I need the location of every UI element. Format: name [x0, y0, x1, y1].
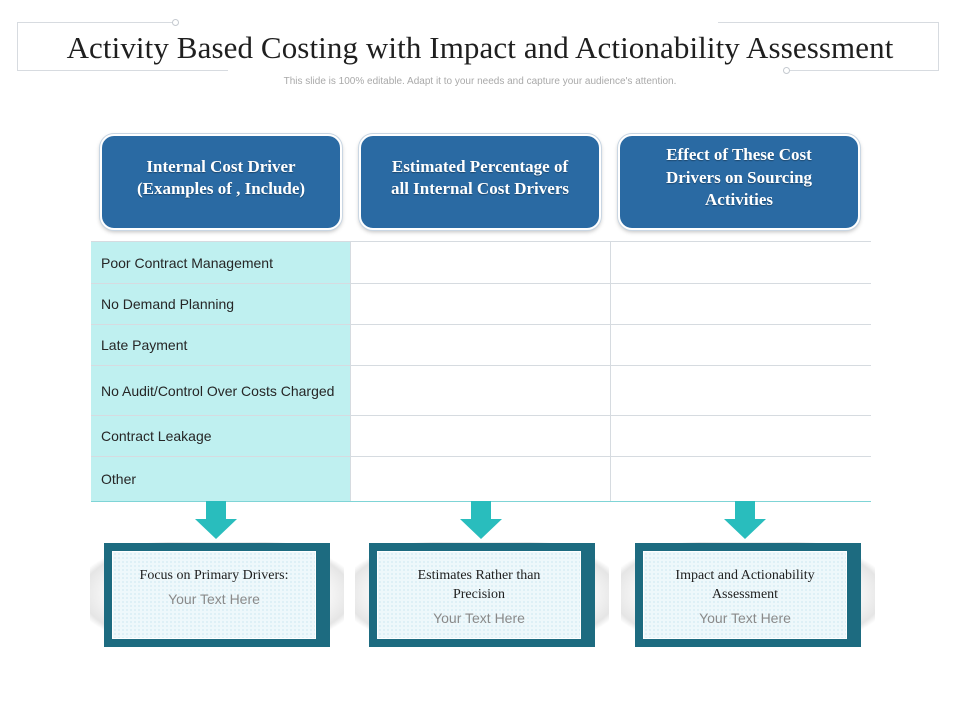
- down-arrow-icon: [460, 501, 502, 539]
- card-estimates: Estimates Rather than Precision Your Tex…: [355, 540, 609, 648]
- card-text: Your Text Here: [168, 591, 260, 607]
- table-row: No Demand Planning: [91, 283, 871, 325]
- column-header-cost-driver: Internal Cost Driver (Examples of , Incl…: [100, 134, 342, 230]
- frame-notch: [172, 19, 179, 26]
- percentage-cell[interactable]: [349, 365, 610, 416]
- card-title: Impact and Actionability Assessment: [675, 568, 815, 602]
- percentage-cell[interactable]: [349, 241, 610, 284]
- driver-cell: Other: [91, 456, 350, 502]
- page-title: Activity Based Costing with Impact and A…: [66, 30, 894, 65]
- column-header-estimated-percentage: Estimated Percentage of all Internal Cos…: [359, 134, 601, 230]
- page-subtitle: This slide is 100% editable. Adapt it to…: [283, 76, 677, 87]
- column-header-effect: Effect of These Cost Drivers on Sourcing…: [618, 134, 860, 230]
- frame-notch: [783, 67, 790, 74]
- card-text: Your Text Here: [433, 610, 525, 626]
- table-row: Contract Leakage: [91, 415, 871, 457]
- table-row: Other: [91, 456, 871, 502]
- down-arrow-icon: [724, 501, 766, 539]
- card-title: Estimates Rather than Precision: [417, 568, 541, 602]
- percentage-cell[interactable]: [349, 324, 610, 366]
- driver-cell: No Demand Planning: [91, 283, 350, 325]
- down-arrow-icon: [195, 501, 237, 539]
- effect-cell[interactable]: [609, 365, 871, 416]
- effect-cell[interactable]: [609, 415, 871, 457]
- effect-cell[interactable]: [609, 456, 871, 502]
- card-impact-assessment: Impact and Actionability Assessment Your…: [621, 540, 875, 648]
- table-row: Late Payment: [91, 324, 871, 366]
- table-row: No Audit/Control Over Costs Charged: [91, 365, 871, 416]
- percentage-cell[interactable]: [349, 283, 610, 325]
- driver-cell: Contract Leakage: [91, 415, 350, 457]
- effect-cell[interactable]: [609, 283, 871, 325]
- driver-cell: Poor Contract Management: [91, 241, 350, 284]
- driver-cell: Late Payment: [91, 324, 350, 366]
- effect-cell[interactable]: [609, 324, 871, 366]
- card-primary-drivers: Focus on Primary Drivers: Your Text Here: [90, 540, 344, 648]
- table-row: Poor Contract Management: [91, 241, 871, 284]
- card-title: Focus on Primary Drivers:: [139, 568, 289, 583]
- percentage-cell[interactable]: [349, 415, 610, 457]
- title-frame: [17, 19, 939, 74]
- driver-cell: No Audit/Control Over Costs Charged: [91, 365, 350, 416]
- effect-cell[interactable]: [609, 241, 871, 284]
- cost-driver-table: Poor Contract Management No Demand Plann…: [91, 241, 871, 502]
- percentage-cell[interactable]: [349, 456, 610, 502]
- card-text: Your Text Here: [699, 610, 791, 626]
